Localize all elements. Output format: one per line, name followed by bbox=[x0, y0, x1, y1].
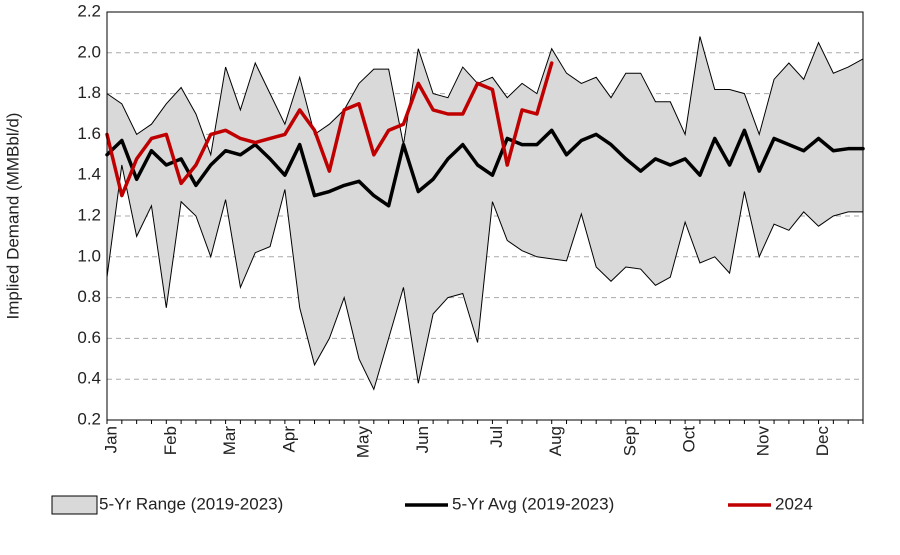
series-line bbox=[105, 128, 865, 208]
plot-frame bbox=[106, 11, 864, 421]
y-tick-label: 1.2 bbox=[77, 205, 101, 224]
range-low-line bbox=[106, 164, 863, 391]
x-tick-label: Jul bbox=[487, 426, 506, 448]
y-tick-label: 1.4 bbox=[77, 165, 101, 184]
x-tick-label: Dec bbox=[813, 426, 832, 457]
legend-label: 5-Yr Range (2019-2023) bbox=[99, 494, 283, 513]
y-tick-label: 2.2 bbox=[77, 1, 101, 20]
y-tick-label: 0.8 bbox=[77, 287, 101, 306]
legend-swatch bbox=[51, 495, 98, 515]
x-tick-label: Sep bbox=[620, 426, 639, 456]
series-line bbox=[105, 61, 554, 198]
x-tick-label: Jan bbox=[101, 426, 120, 453]
x-tick-label: Nov bbox=[754, 426, 773, 457]
x-tick-label: Feb bbox=[161, 426, 180, 455]
legend-label: 5-Yr Avg (2019-2023) bbox=[452, 494, 614, 513]
legend-label: 2024 bbox=[775, 494, 813, 513]
y-tick-label: 1.0 bbox=[77, 246, 101, 265]
x-tick-label: Mar bbox=[220, 426, 239, 456]
y-tick-label: 0.4 bbox=[77, 369, 101, 388]
y-axis-label: Implied Demand (MMBbl/d) bbox=[3, 113, 22, 320]
x-tick-label: Apr bbox=[279, 426, 298, 453]
y-tick-label: 0.2 bbox=[77, 409, 101, 428]
y-tick-label: 1.6 bbox=[77, 124, 101, 143]
x-tick-label: Jun bbox=[413, 426, 432, 453]
range-area bbox=[107, 36, 863, 390]
x-tick-label: Aug bbox=[546, 426, 565, 456]
y-tick-label: 2.0 bbox=[77, 42, 101, 61]
range-high-line bbox=[106, 36, 864, 157]
x-tick-label: May bbox=[353, 426, 372, 459]
y-tick-label: 0.6 bbox=[77, 328, 101, 347]
x-tick-label: Oct bbox=[680, 426, 699, 453]
y-tick-label: 1.8 bbox=[77, 83, 101, 102]
